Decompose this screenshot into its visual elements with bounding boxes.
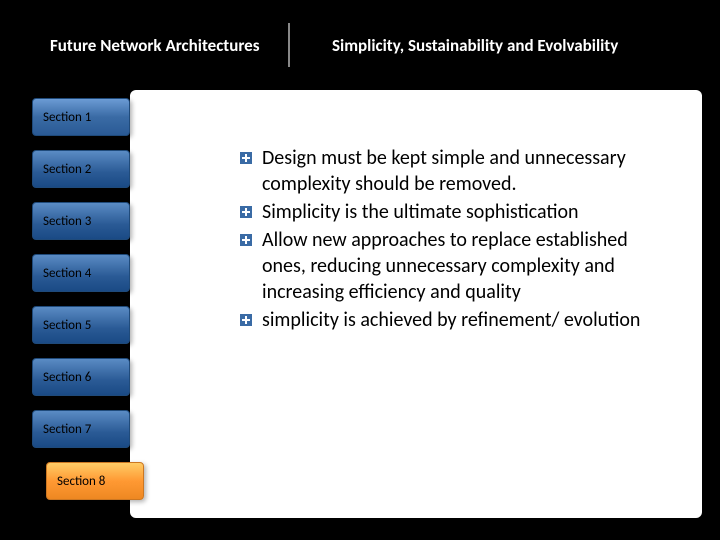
bullet-item: Allow new approaches to replace establis… — [240, 227, 672, 305]
tab-section-8[interactable]: Section 8 — [46, 462, 144, 500]
tab-section-3[interactable]: Section 3 — [32, 202, 130, 240]
bullet-item: Design must be kept simple and unnecessa… — [240, 145, 672, 197]
tab-section-6[interactable]: Section 6 — [32, 358, 130, 396]
tab-section-4[interactable]: Section 4 — [32, 254, 130, 292]
header-divider — [288, 23, 290, 67]
tab-label: Section 4 — [43, 266, 91, 281]
tab-label: Section 6 — [43, 370, 91, 385]
bullet-item: simplicity is achieved by refinement/ ev… — [240, 307, 672, 333]
bullet-text: Simplicity is the ultimate sophisticatio… — [262, 200, 579, 224]
tab-section-5[interactable]: Section 5 — [32, 306, 130, 344]
header-title-left: Future Network Architectures — [50, 35, 280, 56]
bullet-list: Design must be kept simple and unnecessa… — [240, 145, 672, 333]
section-sidebar: Section 1 Section 2 Section 3 Section 4 … — [32, 98, 130, 500]
tab-label: Section 2 — [43, 162, 91, 177]
bullet-text: Design must be kept simple and unnecessa… — [262, 146, 626, 196]
slide-header: Future Network Architectures Simplicity,… — [0, 0, 720, 80]
tab-label: Section 7 — [43, 422, 91, 437]
header-title-right: Simplicity, Sustainability and Evolvabil… — [302, 35, 690, 56]
tab-label: Section 8 — [57, 474, 105, 489]
tab-label: Section 5 — [43, 318, 91, 333]
bullet-text: simplicity is achieved by refinement/ ev… — [262, 308, 640, 332]
tab-label: Section 3 — [43, 214, 91, 229]
tab-section-2[interactable]: Section 2 — [32, 150, 130, 188]
slide-body: Design must be kept simple and unnecessa… — [0, 80, 720, 540]
tab-section-1[interactable]: Section 1 — [32, 98, 130, 136]
bullet-item: Simplicity is the ultimate sophisticatio… — [240, 199, 672, 225]
tab-section-7[interactable]: Section 7 — [32, 410, 130, 448]
tab-label: Section 1 — [43, 110, 91, 125]
content-card: Design must be kept simple and unnecessa… — [130, 90, 702, 518]
bullet-text: Allow new approaches to replace establis… — [262, 228, 628, 304]
